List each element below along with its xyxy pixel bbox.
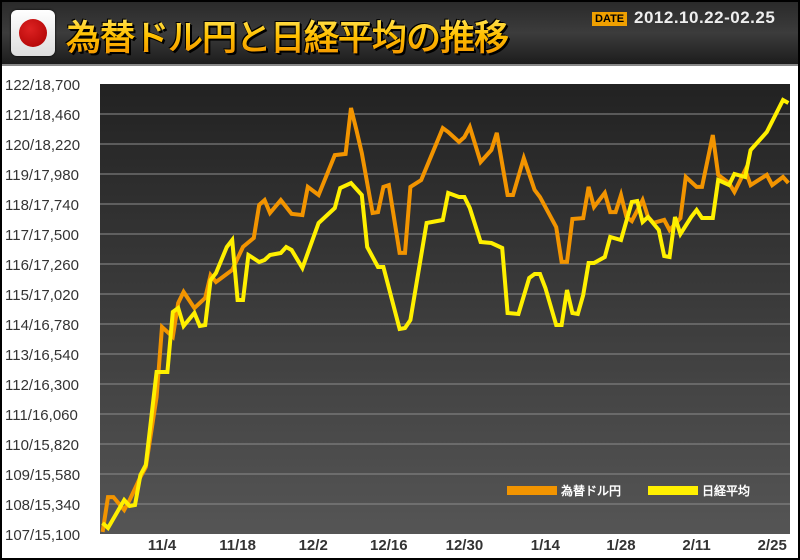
y-tick-label: 113/16,540 — [5, 347, 79, 364]
x-tick-label: 12/16 — [370, 537, 408, 554]
x-tick-label: 12/30 — [446, 537, 484, 554]
plot-area — [100, 84, 790, 534]
x-tick-label: 11/18 — [219, 537, 256, 554]
page-title: 為替ドル円と日経平均の推移 — [66, 10, 509, 61]
y-tick-label: 120/18,220 — [5, 137, 80, 154]
x-tick-label: 1/14 — [531, 537, 561, 554]
y-tick-label: 115/17,020 — [5, 287, 79, 304]
series-line-nikkei — [101, 97, 790, 532]
y-tick-label: 122/18,700 — [5, 77, 80, 94]
y-tick-label: 121/18,460 — [5, 107, 80, 124]
y-tick-label: 116/17,260 — [5, 257, 79, 274]
y-tick-label: 112/16,300 — [5, 377, 79, 394]
y-tick-label: 108/15,340 — [5, 497, 80, 514]
legend-swatch-nikkei — [648, 486, 698, 495]
y-tick-label: 110/15,820 — [5, 437, 79, 454]
x-tick-label: 2/25 — [758, 537, 787, 554]
y-tick-label: 109/15,580 — [5, 467, 80, 484]
header-bar: 為替ドル円と日経平均の推移 DATE 2012.10.22-02.25 — [2, 2, 798, 66]
japan-flag-icon — [11, 10, 55, 56]
date-badge: DATE — [592, 12, 628, 26]
y-tick-label: 114/16,780 — [5, 317, 79, 334]
legend-swatch-usdjpy — [507, 486, 557, 495]
x-tick-label: 11/4 — [148, 537, 177, 554]
x-tick-label: 2/11 — [682, 537, 710, 554]
legend: 為替ドル円 日経平均 — [507, 483, 750, 498]
y-tick-label: 118/17,740 — [5, 197, 79, 214]
y-tick-label: 117/17,500 — [5, 227, 79, 244]
series-line-usdjpy — [100, 107, 790, 533]
legend-label-nikkei: 日経平均 — [702, 483, 750, 498]
y-tick-label: 111/16,060 — [5, 407, 78, 424]
x-tick-label: 12/2 — [299, 537, 328, 554]
y-tick-label: 119/17,980 — [5, 167, 79, 184]
x-tick-label: 1/28 — [606, 537, 635, 554]
y-tick-label: 107/15,100 — [5, 527, 80, 544]
date-range: 2012.10.22-02.25 — [634, 8, 776, 27]
legend-label-usdjpy: 為替ドル円 — [561, 483, 621, 498]
